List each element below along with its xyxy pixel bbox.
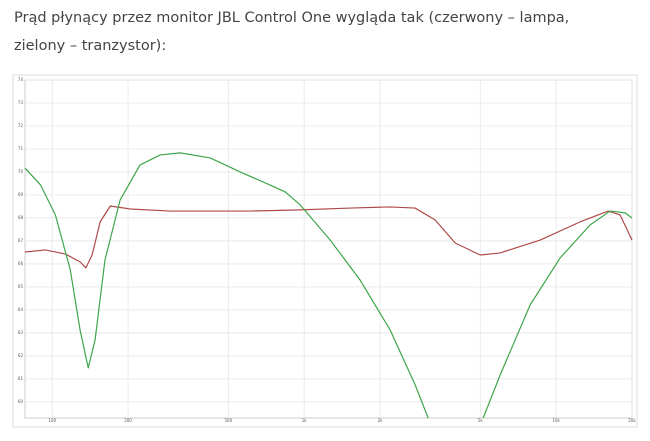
x-tick-label: 20k <box>628 418 636 423</box>
y-tick-label: 60 <box>18 399 24 404</box>
y-tick-label: 69 <box>18 192 24 197</box>
chart-frame <box>12 74 638 428</box>
y-tick-label: 68 <box>18 215 24 220</box>
x-tick-label: 200 <box>124 418 132 423</box>
y-tick-label: 64 <box>18 307 24 312</box>
x-tick-label: 10k <box>552 418 560 423</box>
y-tick-label: 72 <box>18 123 24 128</box>
x-tick-label: 5k <box>478 418 484 423</box>
y-tick-label: 62 <box>18 353 24 358</box>
y-tick-label: 63 <box>18 330 24 335</box>
y-tick-label: 67 <box>18 238 24 243</box>
series-line <box>24 205 633 269</box>
y-tick-label: 74 <box>18 77 24 82</box>
x-tick-label: 500 <box>224 418 232 423</box>
y-tick-label: 73 <box>18 100 24 105</box>
y-tick-label: 71 <box>18 146 24 151</box>
paragraph: Prąd płynący przez monitor JBL Control O… <box>14 10 570 54</box>
x-tick-label: 2k <box>378 418 384 423</box>
x-tick-label: 1k <box>302 418 308 423</box>
y-tick-label: 66 <box>18 261 24 266</box>
y-tick-label: 61 <box>18 376 24 381</box>
y-tick-label: 70 <box>18 169 24 174</box>
series-line <box>24 152 633 419</box>
x-tick-label: 100 <box>48 418 56 423</box>
y-tick-label: 65 <box>18 284 24 289</box>
